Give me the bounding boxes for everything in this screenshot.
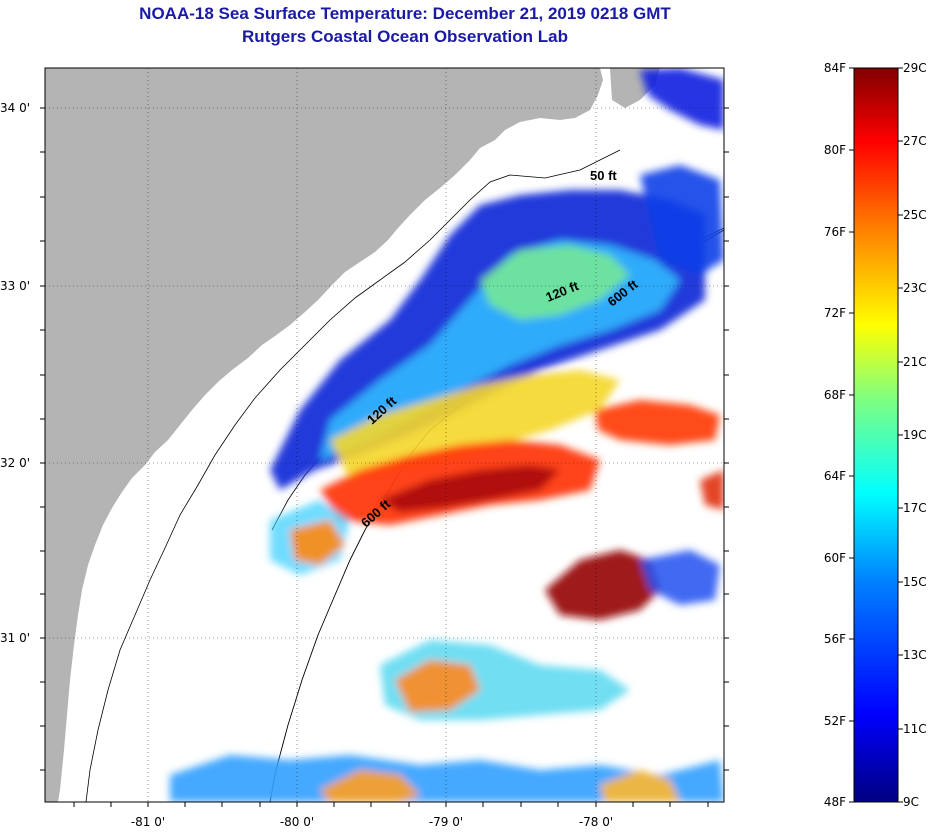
lon-label-81: -81 0' (131, 815, 165, 829)
sst-bottom-warm-east (600, 770, 680, 802)
colorbar-f-label-60: 60F (824, 551, 846, 565)
lon-ticks (73, 802, 709, 807)
sst-yellow-band (330, 370, 620, 480)
lat-label-33: 33 0' (0, 279, 30, 293)
colorbar-c-label-21: 21C (903, 355, 927, 369)
lat-label-31: 31 0' (0, 631, 30, 645)
sst-bottom-warm (320, 770, 420, 802)
sst-orange-southwest (290, 520, 345, 565)
sst-northeast-blue (640, 68, 724, 130)
sst-green-band (480, 245, 630, 320)
sst-red-east-edge (700, 470, 724, 510)
lat-label-32: 32 0' (0, 456, 30, 470)
lon-label-80: -80 0' (280, 815, 314, 829)
colorbar-c-label-25: 25C (903, 208, 927, 222)
colorbar-f-label-56: 56F (824, 632, 846, 646)
colorbar-f-label-72: 72F (824, 306, 846, 320)
map-title: NOAA-18 Sea Surface Temperature: Decembe… (139, 4, 671, 23)
lat-label-34: 34 0' (0, 101, 30, 115)
sst-east-blue (640, 165, 724, 275)
sst-field (170, 68, 724, 802)
colorbar-f-label-76: 76F (824, 225, 846, 239)
sst-south-warm (395, 660, 480, 712)
sst-bottom-strip (170, 755, 724, 802)
colorbar-f-label-80: 80F (824, 143, 846, 157)
colorbar-c-label-27: 27C (903, 134, 927, 148)
lat-ticks (40, 107, 729, 771)
sst-dark-core (380, 465, 560, 512)
colorbar-c-label-11: 11C (903, 722, 927, 736)
colorbar-c-label-19: 19C (903, 428, 927, 442)
colorbar-c-label-23: 23C (903, 281, 927, 295)
colorbar-f-label-48: 48F (824, 795, 846, 809)
colorbar-ticks (849, 67, 903, 803)
contour-label-50ft: 50 ft (590, 168, 617, 183)
map-frame (44, 67, 725, 803)
colorbar-f-label-64: 64F (824, 469, 846, 483)
sst-warm-east (595, 400, 720, 445)
colorbar-c-label-13: 13C (903, 648, 927, 662)
lon-label-78: -78 0' (579, 815, 613, 829)
map-subtitle: Rutgers Coastal Ocean Observation Lab (242, 27, 568, 46)
contour-50ft (85, 149, 621, 802)
colorbar-f-label-52: 52F (824, 714, 846, 728)
land-mass (45, 68, 603, 802)
colorbar-c-label-17: 17C (903, 501, 927, 515)
colorbar (853, 67, 899, 803)
colorbar-c-label-29: 29C (903, 61, 927, 75)
sst-southeast-blue (640, 550, 720, 605)
colorbar-f-label-68: 68F (824, 388, 846, 402)
lon-label-79: -79 0' (429, 815, 463, 829)
colorbar-c-label-15: 15C (903, 575, 927, 589)
sst-warm-southeast (545, 550, 660, 620)
colorbar-f-label-84: 84F (824, 61, 846, 75)
colorbar-c-label-9: 9C (903, 795, 919, 809)
